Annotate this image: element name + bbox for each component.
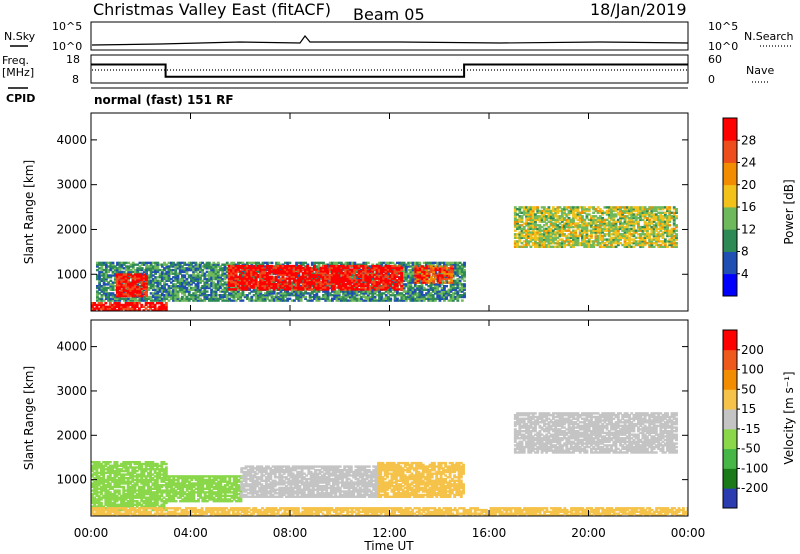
nsky-panel: N.Sky 10^5 10^0 10^5 10^0 N.Search (4, 20, 794, 53)
velocity-colorbar: 200 100 50 15 -15 -50 -100 -200 (722, 329, 768, 509)
velocity-colorbar-segment-8 (723, 330, 737, 351)
power-colorbar-segment-3 (723, 207, 737, 230)
power-ylabel: Slant Range [km] (22, 160, 36, 264)
x-tick-label-4: 16:00 (472, 526, 507, 540)
chart-title: Christmas Valley East (fitACF) (93, 0, 331, 19)
power-ytick-label-2: 2000 (56, 222, 87, 236)
velocity-colorbar-segment-7 (723, 349, 737, 370)
velocity-colorbar-label-4: -15 (741, 422, 761, 436)
date-label: 18/Jan/2019 (590, 0, 687, 19)
velocity-ylabel: Slant Range [km] (22, 366, 36, 470)
velocity-y-axis: 4000 3000 2000 1000 (56, 340, 688, 487)
velocity-ytick-label-0: 4000 (56, 340, 87, 354)
x-tick-label-6: 00:00 (671, 526, 706, 540)
velocity-region-4 (91, 507, 688, 516)
x-axis-label: Time UT (363, 539, 414, 553)
power-region-2 (227, 264, 404, 291)
nave-tick-bottom: 0 (708, 73, 715, 86)
power-colorbar-segment-2 (723, 229, 737, 252)
velocity-colorbar-label-2: 50 (741, 382, 756, 396)
power-y-axis: 4000 3000 2000 1000 (56, 133, 688, 281)
nsky-left-tick-top: 10^5 (52, 20, 82, 33)
power-colorbar-label-2: 20 (741, 178, 756, 192)
velocity-region-1 (165, 475, 243, 503)
power-panel: 4000 3000 2000 1000 Slant Range [km] 28 24 20… (22, 112, 796, 312)
x-tick-label-3: 12:00 (372, 526, 407, 540)
velocity-colorbar-frame (722, 329, 738, 509)
velocity-colorbar-label-0: 200 (741, 343, 764, 357)
velocity-colorbar-segment-4 (723, 409, 737, 430)
velocity-data (91, 412, 688, 516)
freq-label-line1: Freq. (2, 54, 29, 67)
velocity-ytick-label-3: 1000 (56, 473, 87, 487)
power-region-1 (115, 273, 148, 298)
velocity-colorbar-segment-3 (723, 428, 737, 450)
beam-label: Beam 05 (353, 5, 425, 24)
freq-trace (91, 63, 688, 78)
velocity-panel: 4000 3000 2000 1000 Slant Range [km] 200 100… (22, 319, 796, 517)
nsky-right-tick-bottom: 10^0 (708, 40, 738, 53)
cpid-value: normal (fast) 151 RF (94, 93, 234, 107)
power-region-5 (513, 206, 678, 248)
nsky-trace (91, 35, 689, 46)
power-colorbar-segment-6 (723, 140, 737, 163)
power-colorbar-label-0: 28 (741, 133, 756, 147)
velocity-region-3 (377, 461, 465, 498)
cpid-label: CPID (6, 92, 35, 105)
velocity-colorbar-label: Velocity [m s⁻¹] (782, 371, 796, 464)
x-tick-label-0: 00:00 (74, 526, 109, 540)
x-tick-label-5: 20:00 (571, 526, 606, 540)
x-tick-label-2: 08:00 (273, 526, 308, 540)
x-tick-label-1: 04:00 (173, 526, 208, 540)
power-colorbar-label-4: 12 (741, 222, 756, 236)
power-colorbar-segment-7 (723, 118, 737, 141)
freq-tick-top: 18 (66, 53, 80, 66)
power-colorbar-label-3: 16 (741, 200, 756, 214)
velocity-colorbar-label-5: -50 (741, 442, 761, 456)
power-ytick-label-0: 4000 (56, 133, 87, 147)
power-region-4 (91, 302, 168, 311)
velocity-colorbar-segment-6 (723, 369, 737, 390)
velocity-colorbar-segment-0 (723, 488, 737, 509)
power-data (91, 206, 678, 311)
velocity-colorbar-segment-2 (723, 448, 737, 469)
nsearch-label: N.Search (744, 30, 794, 43)
velocity-ytick-label-1: 3000 (56, 384, 87, 398)
power-colorbar-segment-1 (723, 251, 737, 275)
velocity-region-5 (513, 412, 678, 454)
power-colorbar-segment-4 (723, 184, 737, 208)
velocity-colorbar-segment-1 (723, 468, 737, 489)
nave-tick-top: 60 (708, 53, 722, 66)
nsky-left-tick-bottom: 10^0 (52, 40, 82, 53)
freq-tick-bottom: 8 (72, 73, 79, 86)
power-colorbar-label-1: 24 (741, 156, 756, 170)
freq-label-line2: [MHz] (2, 66, 34, 79)
freq-panel: Freq. [MHz] 18 8 60 0 Nave (2, 53, 774, 86)
nsky-right-tick-top: 10^5 (708, 20, 738, 33)
velocity-colorbar-label-7: -200 (741, 481, 768, 495)
velocity-region-2 (240, 465, 380, 498)
power-ytick-label-1: 3000 (56, 178, 87, 192)
velocity-colorbar-segment-5 (723, 389, 737, 410)
velocity-colorbar-label-3: 15 (741, 402, 756, 416)
velocity-colorbar-label-6: -100 (741, 461, 768, 475)
x-axis: 00:00 04:00 08:00 12:00 16:00 20:00 00:00 (74, 113, 706, 540)
velocity-region-0 (91, 461, 168, 512)
velocity-ytick-label-2: 2000 (56, 428, 87, 442)
power-colorbar-label-6: 4 (741, 267, 749, 281)
power-colorbar: 28 24 20 16 12 8 4 (722, 117, 756, 297)
power-region-3 (414, 265, 454, 284)
power-colorbar-segment-0 (723, 273, 737, 297)
nsky-left-label: N.Sky (4, 30, 36, 43)
power-colorbar-label: Power [dB] (782, 179, 796, 244)
power-ytick-label-3: 1000 (56, 267, 87, 281)
power-colorbar-label-5: 8 (741, 245, 749, 259)
velocity-colorbar-label-1: 100 (741, 363, 764, 377)
nave-label: Nave (746, 64, 774, 77)
power-colorbar-segment-5 (723, 162, 737, 186)
